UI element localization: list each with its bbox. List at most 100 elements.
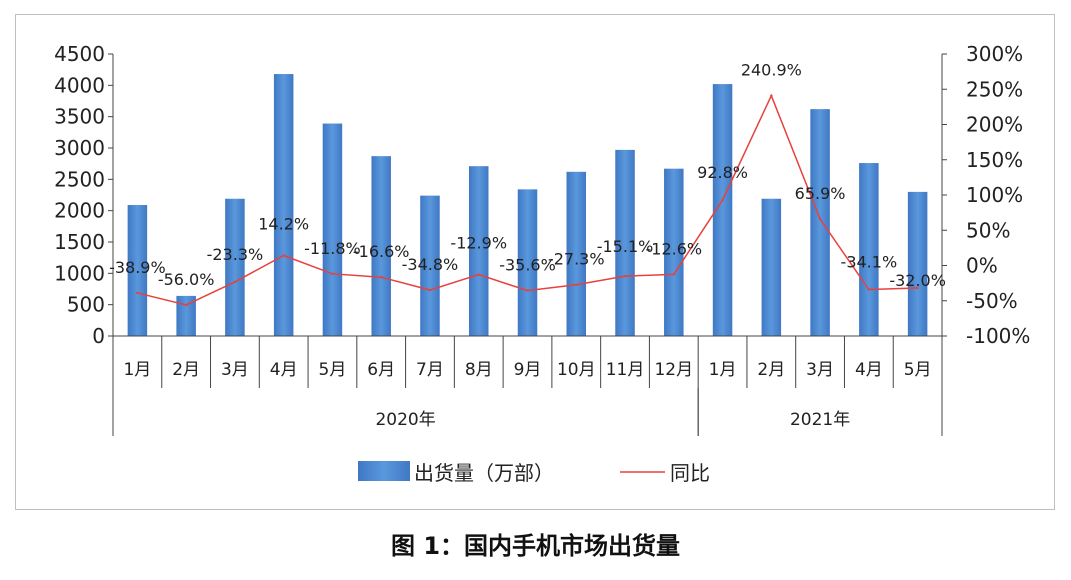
- right-tick-label: 0%: [966, 254, 998, 278]
- bar-series: [127, 74, 928, 336]
- category-label: 11月: [606, 360, 645, 380]
- line-point: [282, 254, 285, 257]
- right-tick-label: -50%: [966, 289, 1018, 313]
- category-label: 3月: [221, 360, 249, 380]
- data-labels: -38.9%-56.0% -23.3% 14.2% -11.8%-16.6%-34.8…: [109, 61, 946, 290]
- line-point: [575, 283, 578, 286]
- bar: [176, 295, 196, 336]
- bar: [615, 149, 635, 336]
- left-tick-label: 2000: [54, 199, 105, 223]
- line-point: [331, 272, 334, 276]
- group-label: 2020年: [375, 410, 435, 430]
- bar: [810, 109, 830, 336]
- line-data-label: -23.3%: [207, 245, 264, 264]
- legend: 出货量（万部） 同比: [358, 461, 710, 485]
- line-point: [184, 303, 188, 307]
- chart-frame: [15, 14, 1055, 510]
- bar: [517, 189, 538, 336]
- left-tick-label: 0: [92, 324, 105, 348]
- line-point: [477, 273, 480, 276]
- category-label: 4月: [270, 360, 298, 380]
- right-tick-label: 200%: [966, 113, 1023, 137]
- right-tick-label: 150%: [966, 148, 1023, 172]
- line-data-label: 65.9%: [795, 184, 846, 203]
- line-point: [233, 280, 237, 284]
- category-label: 2月: [172, 360, 200, 380]
- line-data-label: 14.2%: [258, 214, 309, 233]
- category-label: 9月: [514, 360, 542, 380]
- category-label: 1月: [709, 360, 737, 380]
- bar: [273, 74, 294, 336]
- line-point: [526, 289, 529, 292]
- line-data-label: -34.1%: [841, 253, 898, 272]
- right-tick-label: 250%: [966, 77, 1023, 101]
- combo-chart: 0 500 1000 1500 2000 2500 3000 3500 4000 4500 -100…: [54, 42, 1030, 485]
- line-point: [770, 94, 773, 97]
- left-tick-label: 1500: [54, 230, 105, 254]
- right-tick-label: -100%: [966, 324, 1030, 348]
- line-data-label: -27.3%: [548, 250, 605, 269]
- line-point: [818, 217, 822, 221]
- category-label: 1月: [123, 360, 151, 380]
- left-tick-label: 500: [67, 293, 105, 317]
- group-label: 2021年: [790, 410, 850, 430]
- category-label: 7月: [416, 360, 444, 380]
- line-data-label: -35.6%: [499, 256, 556, 275]
- left-tick-label: 3000: [54, 136, 105, 160]
- right-tick-label: 100%: [966, 183, 1023, 207]
- line-point: [136, 291, 139, 295]
- category-label: 12月: [654, 360, 693, 380]
- line-point: [916, 286, 919, 290]
- bar: [420, 195, 440, 336]
- left-tick-label: 1000: [54, 261, 105, 285]
- line-point: [428, 288, 432, 292]
- category-label: 3月: [806, 360, 834, 380]
- line-data-label: 240.9%: [741, 61, 802, 80]
- bar: [664, 168, 684, 336]
- line-data-label: 92.8%: [697, 163, 748, 182]
- line-data-label: -32.0%: [889, 271, 946, 290]
- bar: [761, 198, 782, 336]
- line-data-label: -15.1%: [597, 237, 654, 256]
- category-label: 5月: [319, 360, 347, 380]
- bar: [322, 123, 343, 336]
- line-point: [672, 273, 675, 276]
- left-tick-label: 3500: [54, 105, 105, 129]
- left-tick-label: 4000: [54, 73, 105, 97]
- bar: [566, 171, 587, 336]
- category-label: 6月: [367, 360, 395, 380]
- line-point: [867, 288, 871, 291]
- category-label: 8月: [465, 360, 493, 380]
- axes: 0 500 1000 1500 2000 2500 3000 3500 4000 4500 -100…: [54, 42, 1030, 436]
- category-label: 2月: [757, 360, 785, 380]
- line-series: [136, 93, 919, 307]
- legend-bar-label: 出货量（万部）: [414, 461, 554, 485]
- line-point: [380, 276, 383, 279]
- category-label: 4月: [855, 360, 883, 380]
- bar: [225, 198, 245, 336]
- line-point: [623, 274, 627, 278]
- figure-caption: 图 1：国内手机市场出货量: [390, 532, 681, 560]
- line-point: [721, 198, 724, 202]
- bar: [907, 191, 928, 336]
- legend-line-label: 同比: [670, 461, 710, 485]
- right-tick-label: 300%: [966, 42, 1023, 66]
- bar: [468, 166, 489, 336]
- right-tick-label: 50%: [966, 218, 1010, 242]
- category-label: 10月: [557, 360, 596, 380]
- left-tick-label: 2500: [54, 167, 105, 191]
- line-data-label: -56.0%: [158, 270, 215, 289]
- line-data-label: -12.9%: [450, 234, 507, 253]
- line-data-label: -34.8%: [402, 255, 459, 274]
- category-label: 5月: [904, 360, 932, 380]
- bar: [127, 205, 148, 336]
- line-data-label: -16.6%: [353, 242, 410, 261]
- line-data-label: -11.8%: [304, 239, 361, 258]
- bar: [371, 156, 391, 336]
- legend-bar-swatch: [358, 461, 410, 481]
- bar: [712, 84, 733, 336]
- left-tick-label: 4500: [54, 42, 105, 66]
- bar: [859, 163, 879, 336]
- line-data-label: -38.9%: [109, 258, 166, 277]
- line-data-label: -12.6%: [645, 239, 702, 258]
